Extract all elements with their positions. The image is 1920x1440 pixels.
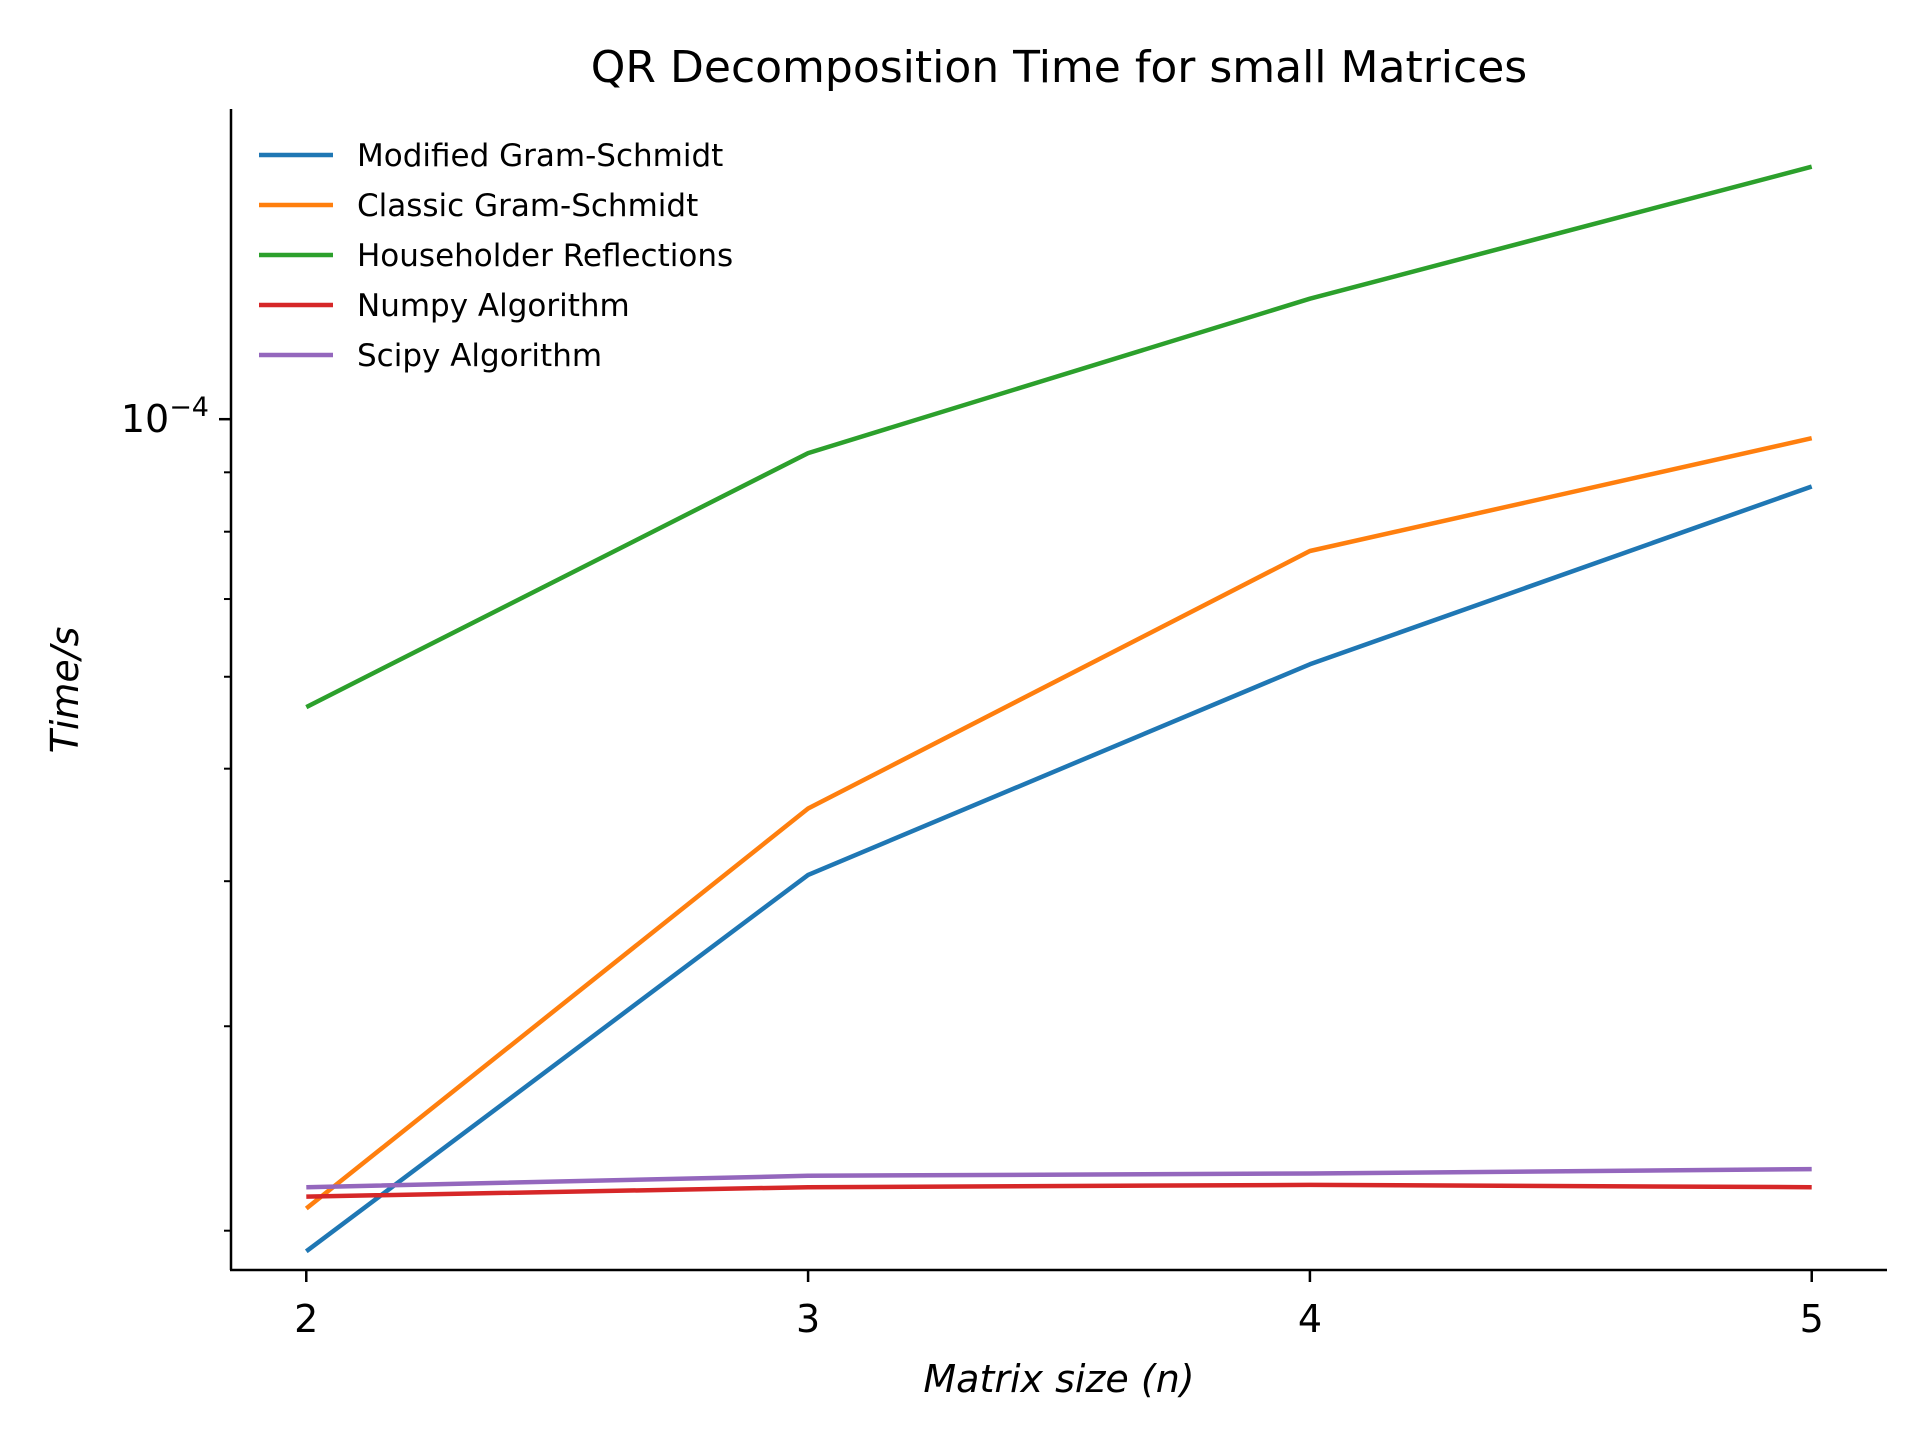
legend-label-2: Classic Gram-Schmidt xyxy=(357,188,698,224)
series-line-1 xyxy=(304,484,1813,1254)
legend-label-4: Numpy Algorithm xyxy=(357,288,630,324)
y-tick-label: 10−4 xyxy=(121,392,209,441)
legend-label-3: Householder Reflections xyxy=(357,238,733,274)
x-tick-label: 5 xyxy=(1800,1297,1824,1341)
x-axis-label: Matrix size (n) xyxy=(923,1357,1194,1401)
series-line-2 xyxy=(304,436,1813,1211)
legend-label-5: Scipy Algorithm xyxy=(357,338,602,374)
x-ticks: 2 3 4 5 xyxy=(294,1270,1824,1341)
legend: Modified Gram-Schmidt Classic Gram-Schmid… xyxy=(259,138,733,374)
x-tick-label: 3 xyxy=(796,1297,820,1341)
series-line-3 xyxy=(305,164,1813,710)
legend-label-1: Modified Gram-Schmidt xyxy=(357,138,723,174)
series-line-5 xyxy=(306,1166,1812,1190)
x-tick-label: 4 xyxy=(1298,1297,1322,1341)
chart-title: QR Decomposition Time for small Matrices xyxy=(591,42,1527,93)
series-line-4 xyxy=(306,1182,1812,1199)
y-ticks: 10−4 xyxy=(121,392,231,1232)
y-axis-label: Time/s xyxy=(43,627,87,754)
x-tick-label: 2 xyxy=(294,1297,318,1341)
plot-area xyxy=(304,164,1813,1254)
